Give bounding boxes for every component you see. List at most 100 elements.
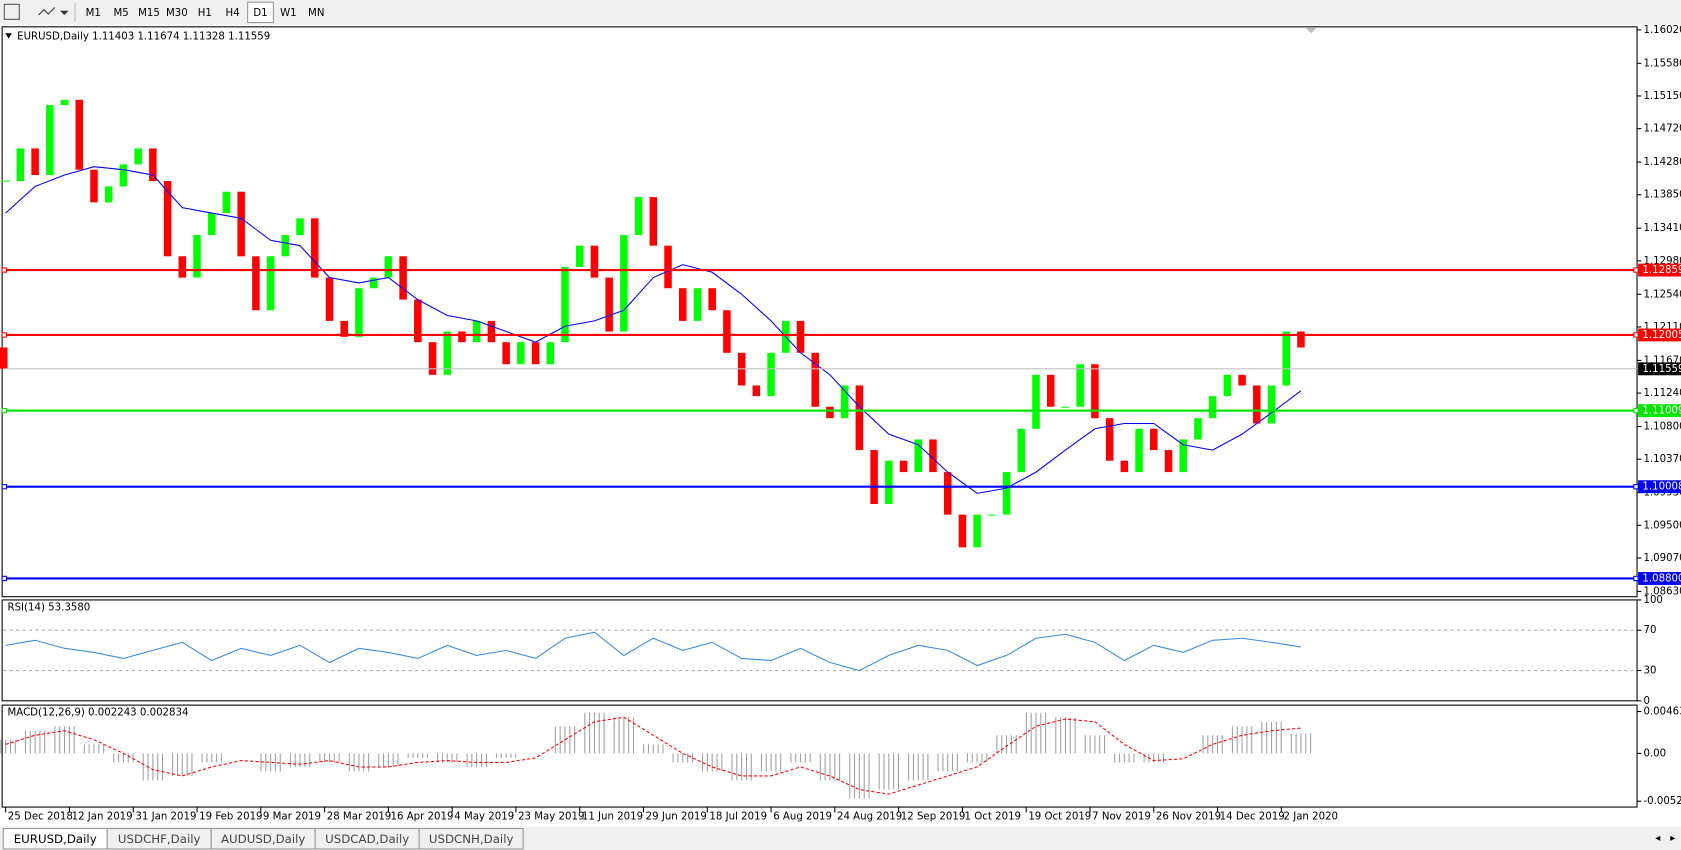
timeframe-label: MN xyxy=(308,8,324,19)
x-tick-label: 31 Jan 2019 xyxy=(135,812,196,823)
candle xyxy=(1076,364,1084,407)
toolbar xyxy=(0,0,1681,25)
y-tick-label: 1.12980 xyxy=(1643,256,1681,267)
candle xyxy=(826,406,834,419)
y-tick-label: 70 xyxy=(1643,625,1656,636)
level-label: 1.11559 xyxy=(1642,364,1681,375)
candle xyxy=(1238,374,1246,386)
candle xyxy=(1208,396,1217,419)
tab-label: AUDUSD,Daily xyxy=(221,832,305,846)
candle xyxy=(1105,418,1114,461)
y-tick-label: 1.13850 xyxy=(1643,190,1681,201)
candle xyxy=(46,105,54,176)
timeframe-label: M5 xyxy=(114,8,129,19)
candle xyxy=(414,299,422,343)
candle xyxy=(546,342,555,365)
timeframe-label: H4 xyxy=(226,8,240,19)
candle xyxy=(207,212,216,236)
x-tick-label: 26 Nov 2019 xyxy=(1156,812,1221,823)
candle xyxy=(1297,331,1305,348)
candle xyxy=(0,347,8,369)
signal-line xyxy=(5,716,1302,795)
timeframe-label: M1 xyxy=(86,8,101,19)
scroll-right[interactable]: ▸ xyxy=(1670,833,1676,844)
candle xyxy=(678,288,687,321)
candle xyxy=(1002,472,1011,515)
x-tick-label: 2 Jan 2020 xyxy=(1283,812,1338,823)
candle xyxy=(811,352,819,407)
candle xyxy=(16,148,25,182)
level-tag xyxy=(1638,572,1681,585)
candle xyxy=(1091,364,1099,419)
level-tag xyxy=(1638,263,1681,277)
candle xyxy=(605,277,613,332)
x-tick-label: 19 Feb 2019 xyxy=(199,812,262,823)
level-handle xyxy=(1,267,7,273)
y-tick-label: 0.00463 xyxy=(1643,707,1681,718)
macd-pane xyxy=(1,704,1638,808)
candle xyxy=(693,288,702,321)
candle xyxy=(1267,385,1276,424)
scroll-left[interactable]: ◂ xyxy=(1655,833,1661,844)
candle xyxy=(840,385,849,419)
candle xyxy=(1120,460,1129,473)
candle xyxy=(988,514,996,516)
candle xyxy=(531,342,540,365)
candle xyxy=(1194,418,1202,440)
candle xyxy=(796,320,805,353)
toolbar-dropdown[interactable] xyxy=(60,10,69,16)
candle xyxy=(237,191,245,257)
y-tick-label: 1.10370 xyxy=(1643,454,1681,465)
tab-label: EURUSD,Daily xyxy=(14,832,97,846)
x-tick-label: 23 May 2019 xyxy=(518,812,584,823)
timeframe-button[interactable] xyxy=(247,1,274,24)
candle xyxy=(90,169,98,203)
x-tick-label: 9 Mar 2019 xyxy=(263,812,321,823)
candle xyxy=(1282,331,1290,386)
x-tick-label: 24 Aug 2019 xyxy=(837,812,902,823)
candle xyxy=(193,235,201,278)
candle xyxy=(266,256,275,311)
level-handle xyxy=(1,575,7,582)
candle xyxy=(664,245,672,289)
y-tick-label: 1.10800 xyxy=(1643,422,1681,433)
candle xyxy=(384,256,393,278)
level-label: 1.10008 xyxy=(1642,482,1681,493)
candle xyxy=(634,197,643,236)
x-tick-label: 16 Apr 2019 xyxy=(391,812,454,823)
candle xyxy=(1223,374,1232,397)
y-tick-label: 1.09500 xyxy=(1643,520,1681,531)
y-tick-label: 1.16020 xyxy=(1643,25,1681,36)
candle xyxy=(649,197,658,246)
candle xyxy=(1032,374,1040,429)
candle xyxy=(723,310,731,353)
y-tick-label: 1.14280 xyxy=(1643,157,1681,168)
main-pane xyxy=(1,26,1638,598)
toolbar-icon[interactable] xyxy=(3,3,20,20)
candle xyxy=(899,460,908,473)
level-tag xyxy=(1638,480,1681,494)
candle xyxy=(517,342,525,365)
candle xyxy=(914,439,923,473)
y-tick-label: 0.00 xyxy=(1643,748,1666,759)
candle xyxy=(443,331,451,375)
candle xyxy=(929,439,937,473)
candle xyxy=(75,99,84,170)
level-label: 1.11009 xyxy=(1642,406,1681,417)
shift-marker xyxy=(1305,27,1317,34)
timeframe-label: D1 xyxy=(253,8,267,19)
y-tick-label: 0 xyxy=(1643,696,1649,707)
candle xyxy=(943,472,952,515)
toolbar-icon[interactable] xyxy=(38,7,56,16)
candle xyxy=(1150,428,1158,451)
candle xyxy=(590,245,599,278)
candle xyxy=(369,277,378,289)
candle xyxy=(340,320,348,337)
y-tick-label: 1.13410 xyxy=(1643,223,1681,234)
symbol-tab[interactable] xyxy=(418,827,524,850)
y-tick-label: 1.12540 xyxy=(1643,289,1681,300)
level-tag xyxy=(1638,362,1681,376)
candle xyxy=(325,277,334,321)
candle xyxy=(252,256,260,311)
tab-label: USDCHF,Daily xyxy=(118,832,201,846)
